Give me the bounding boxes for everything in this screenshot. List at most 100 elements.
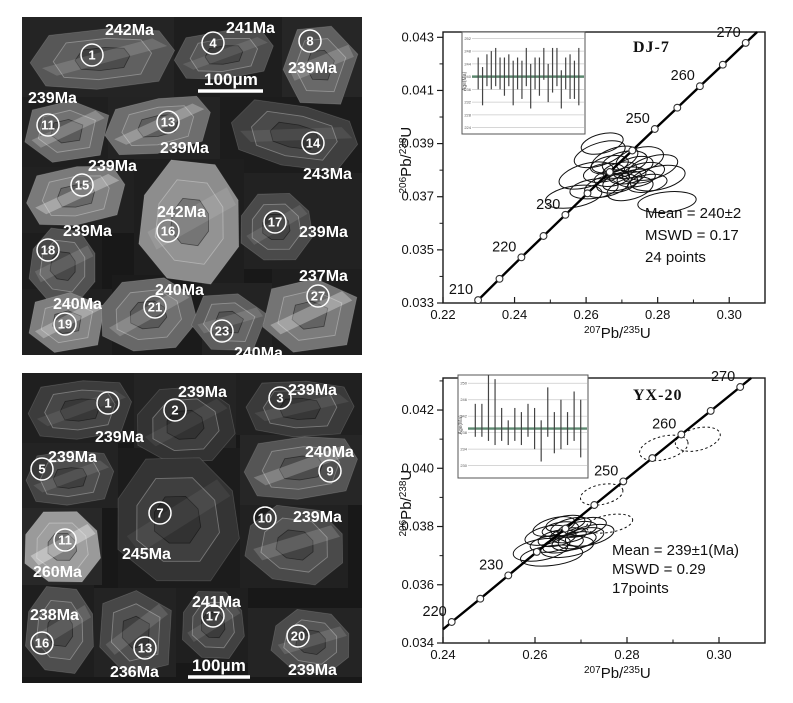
- zircon-number: 13: [161, 115, 175, 130]
- zircon-zoning-outer: [250, 110, 338, 161]
- concordia-age-label: 230: [479, 557, 503, 573]
- y-tick-label: 0.042: [401, 402, 434, 417]
- y-tick-label: 0.037: [401, 189, 434, 204]
- zircon-zoning-core: [49, 251, 76, 281]
- x-tick-label: 0.24: [430, 647, 455, 662]
- zircon-age-label: 238Ma: [30, 607, 79, 624]
- zircon-age-label: 245Ma: [122, 546, 171, 563]
- zircon-bright-streak: [187, 603, 241, 642]
- zircon-outline: [100, 277, 198, 352]
- error-ellipse: [564, 523, 615, 547]
- zircon-outline: [25, 586, 94, 674]
- zircon-age-label: 236Ma: [110, 664, 159, 681]
- concordia-age-marker: [673, 103, 682, 112]
- zircon-number: 11: [58, 533, 72, 548]
- zircon-number-circle: [210, 319, 234, 343]
- zircon-bright-streak: [31, 605, 92, 650]
- concordia-age-marker: [605, 168, 614, 176]
- zircon-zoning-outer: [39, 459, 101, 497]
- zircon-number-circle: [53, 312, 77, 336]
- zircon-number-circle: [318, 459, 342, 483]
- error-ellipse: [629, 164, 686, 192]
- concordia-age-marker: [648, 454, 657, 463]
- zircon-number-circle: [286, 624, 310, 648]
- zircon-outline: [244, 504, 344, 586]
- zircon-outline: [137, 386, 236, 463]
- zircon-age-label: 241Ma: [192, 594, 241, 611]
- error-ellipse-dotted: [639, 434, 689, 462]
- inset-tick-label: 228: [464, 112, 471, 117]
- mean-age-annotation: Mean = 239±1(Ma): [612, 542, 739, 559]
- cl-image-top: 1 242Ma 4 241Ma 8 239Ma 11 239Ma 13 239Ma 14 243Ma 1…: [22, 17, 362, 362]
- zircon-outline: [138, 159, 240, 285]
- zircon-bright-streak: [34, 245, 94, 283]
- zircon-number-circle: [80, 43, 104, 67]
- zircon-zoning-outer: [251, 203, 302, 250]
- zircon-bright-streak: [288, 44, 354, 81]
- zircon-bright-streak: [31, 110, 105, 148]
- zircon-bright-streak: [254, 393, 349, 422]
- zircon-outline: [243, 436, 358, 500]
- zircon-outline: [24, 100, 110, 163]
- mean-age-annotation: 24 points: [645, 249, 706, 266]
- zircon-number-circle: [156, 219, 180, 243]
- inset-tick-label: 250: [460, 381, 467, 386]
- zircon-bright-streak: [35, 173, 120, 215]
- zircon-number: 4: [209, 36, 217, 51]
- inset-tick-label: 234: [460, 447, 467, 452]
- zircon-number-circle: [36, 113, 60, 137]
- concordia-age-marker: [718, 60, 727, 69]
- zircon-zoning-core: [295, 629, 326, 655]
- zircon-crystal: [138, 159, 240, 285]
- zircon-zoning-core: [305, 49, 335, 81]
- zircon-outline: [270, 608, 350, 676]
- y-axis-label: 206Pb/238U: [398, 127, 415, 194]
- concordia-age-marker: [583, 189, 592, 198]
- zircon-bright-streak: [270, 291, 353, 335]
- zircon-bright-streak: [109, 288, 190, 337]
- zircon-age-label: 260Ma: [33, 564, 82, 581]
- concordia-age-marker: [590, 501, 599, 509]
- zircon-bright-streak: [126, 479, 231, 553]
- zircon-zoning-outer: [152, 398, 220, 452]
- error-ellipse: [602, 170, 643, 192]
- inset-tick-label: 236: [464, 87, 471, 92]
- concordia-age-marker: [695, 82, 704, 91]
- zircon-number-circle: [133, 636, 157, 660]
- x-tick-label: 0.30: [706, 647, 731, 662]
- concordia-age-marker: [650, 125, 659, 133]
- zircon-zoning-core: [262, 213, 291, 240]
- zircon-number-circle: [36, 238, 60, 262]
- zircon-zoning-core: [269, 121, 319, 150]
- zircon-zoning-outer: [261, 446, 340, 490]
- zircon-number: 20: [291, 629, 305, 644]
- zircon-age-label: 239Ma: [48, 449, 97, 466]
- zircon-zoning-outer: [262, 389, 338, 429]
- zircon-zoning-core: [291, 300, 329, 330]
- inset-tick-label: 224: [464, 125, 471, 130]
- zircon-zoning-core: [129, 300, 168, 330]
- scale-bar-label: 100μm: [192, 656, 246, 675]
- zircon-age-label: 242Ma: [105, 22, 154, 39]
- zircon-age-label: 239Ma: [288, 382, 337, 399]
- zircon-crystal: [244, 504, 344, 586]
- zircon-zoning-core: [121, 615, 150, 649]
- zircon-number-circle: [301, 131, 325, 155]
- zircon-zoning-core: [204, 45, 244, 65]
- zircon-zoning-core: [46, 613, 74, 647]
- inset-tick-label: 230: [460, 463, 467, 468]
- zircon-outline: [26, 165, 126, 226]
- error-ellipse: [580, 132, 624, 155]
- zircon-zoning-core: [278, 455, 323, 481]
- error-ellipse: [612, 155, 654, 180]
- zircon-zoning-core: [59, 398, 101, 422]
- y-tick-label: 0.034: [401, 635, 434, 650]
- y-tick-label: 0.039: [401, 136, 434, 151]
- zircon-outline: [240, 192, 314, 261]
- inset-tick-label: 244: [464, 61, 471, 66]
- zircon-crystal: [240, 192, 314, 261]
- zircon-crystal: [137, 386, 236, 463]
- zircon-outline: [173, 30, 274, 80]
- concordia-age-label: 260: [652, 416, 676, 432]
- mean-age-annotation: MSWD = 0.17: [645, 227, 739, 244]
